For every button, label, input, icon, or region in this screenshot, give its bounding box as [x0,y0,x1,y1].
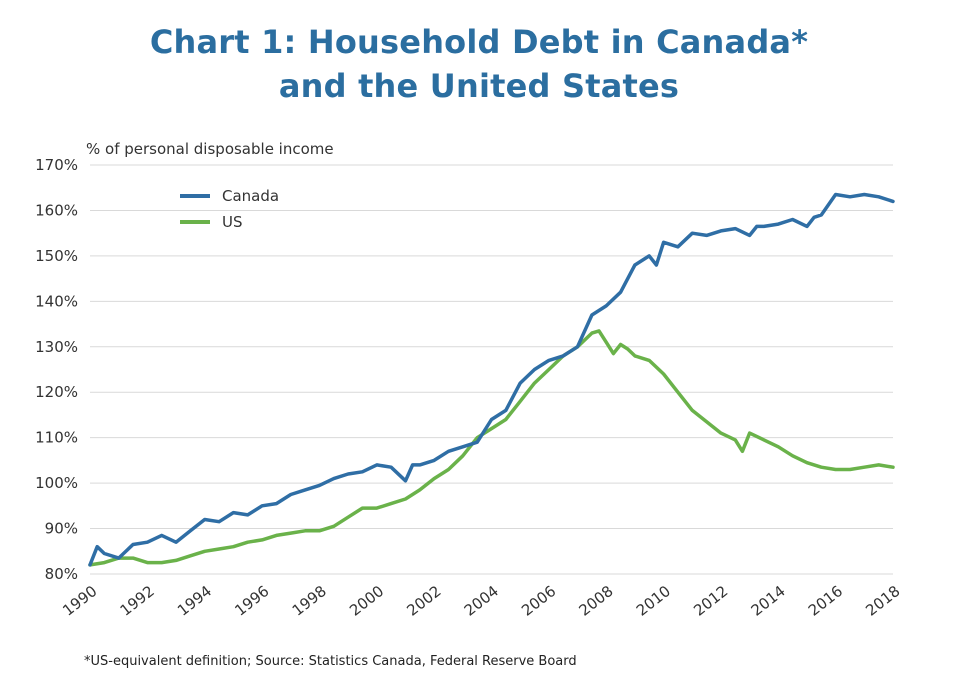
y-tick-label: 110% [35,429,78,447]
chart-title-line-2: and the United States [278,67,680,105]
y-tick-label: 80% [45,565,78,583]
y-tick-label: 90% [45,520,78,538]
series-line-us [88,329,895,567]
x-tick-label: 2006 [518,582,559,620]
x-tick-label: 1990 [59,582,100,620]
x-tick-label: 2008 [576,582,617,620]
x-tick-label: 2018 [862,582,903,620]
legend-label-us: US [222,213,243,231]
x-tick-label: 2004 [461,582,502,620]
y-tick-label: 130% [35,338,78,356]
y-tick-label: 100% [35,474,78,492]
y-axis-unit-label: % of personal disposable income [86,140,334,158]
legend-label-canada: Canada [222,187,279,205]
x-tick-label: 1998 [289,582,330,620]
x-tick-label: 2016 [805,582,846,620]
gridlines [90,164,893,575]
x-tick-label: 2012 [690,582,731,620]
x-tick-label: 1992 [117,582,158,620]
y-tick-label: 120% [35,383,78,401]
source-footnote: *US-equivalent definition; Source: Stati… [84,654,577,669]
x-tick-label: 2010 [633,582,674,620]
x-axis-ticks: 1990 1992 1994 1996 1998 2000 2002 2004 2006 2008… [59,582,903,620]
y-tick-label: 160% [35,201,78,219]
x-tick-label: 2002 [403,582,444,620]
chart-title-line-1: Chart 1: Household Debt in Canada* [149,23,809,61]
chart-title: Chart 1: Household Debt in Canada* and t… [0,20,958,108]
y-tick-label: 170% [35,156,78,174]
x-tick-label: 1996 [231,582,272,620]
x-tick-label: 2014 [748,582,789,620]
y-tick-label: 150% [35,247,78,265]
x-tick-label: 2000 [346,582,387,620]
y-axis-ticks: 80% 90% 100% 110% 120% 130% 140% 150% 160% 170% [35,156,78,583]
legend: Canada US [180,187,279,231]
series-lines [88,192,895,567]
y-tick-label: 140% [35,292,78,310]
x-tick-label: 1994 [174,582,215,620]
series-line-canada [88,192,895,567]
